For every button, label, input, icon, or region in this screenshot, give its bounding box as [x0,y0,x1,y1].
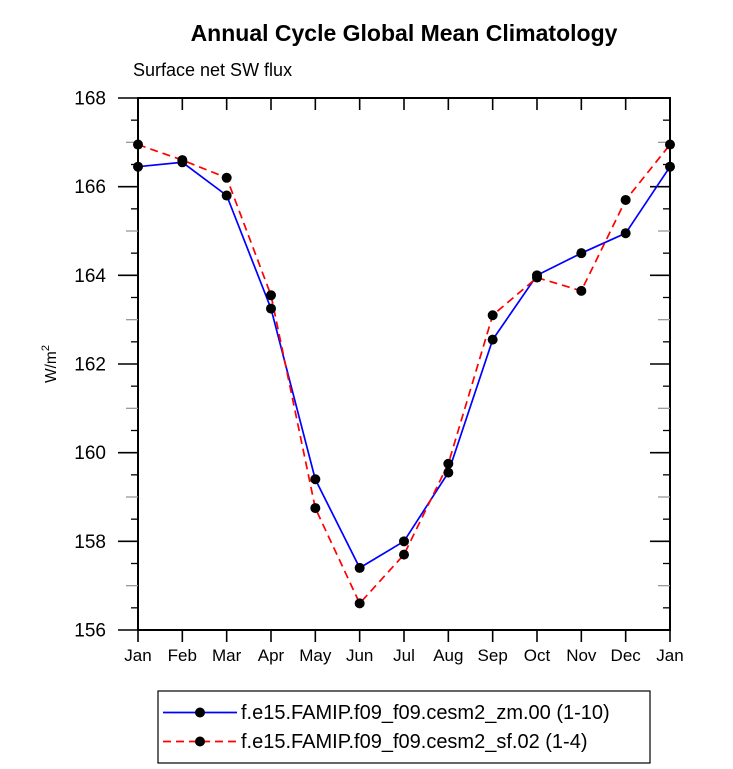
x-tick-label: Sep [478,646,508,665]
y-axis-ticks [118,97,670,631]
y-tick-label: 156 [74,621,106,642]
x-tick-label: Jun [346,646,373,665]
legend: f.e15.FAMIP.f09_f09.cesm2_zm.00 (1-10) f.… [157,690,651,764]
series-line-1 [137,143,671,605]
series-line-0 [137,161,671,570]
x-tick-label: Oct [524,646,551,665]
x-tick-label: May [299,646,332,665]
x-axis-ticks [137,98,671,642]
chart-subtitle: Surface net SW flux [133,60,293,80]
y-tick-label: 166 [74,177,106,198]
series-markers-0 [133,157,675,573]
legend-sample-marker [195,707,205,718]
legend-label: f.e15.FAMIP.f09_f09.cesm2_sf.02 (1-4) [241,731,587,753]
legend-box [157,690,651,764]
series-markers-1 [133,139,675,609]
legend-sample-marker [195,736,205,747]
x-axis-tick-labels: Jan Feb Mar Apr May Jun Jul Aug Sep Oct Nov Dec Jan [124,646,683,665]
x-tick-label: Dec [611,646,642,665]
y-tick-label: 158 [74,532,106,553]
y-axis-tick-labels: 156 158 160 162 164 166 168 [74,89,106,642]
chart-title: Annual Cycle Global Mean Climatology [190,20,618,46]
x-tick-label: Apr [258,646,285,665]
y-tick-label: 160 [74,443,106,464]
y-tick-label: 162 [74,355,106,376]
y-tick-label: 168 [74,89,106,110]
legend-label: f.e15.FAMIP.f09_f09.cesm2_zm.00 (1-10) [241,702,610,724]
x-tick-label: Nov [566,646,597,665]
x-tick-label: Jan [124,646,151,665]
x-tick-label: Feb [168,646,197,665]
x-tick-label: Mar [212,646,242,665]
x-tick-label: Jul [393,646,415,665]
x-tick-label: Aug [433,646,463,665]
y-axis-title: W/m2 [40,345,60,383]
y-tick-label: 164 [74,266,106,287]
x-tick-label: Jan [656,646,683,665]
